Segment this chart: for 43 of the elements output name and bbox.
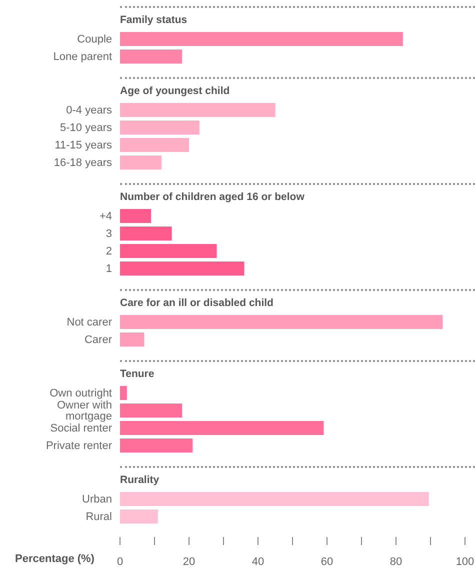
- bar: [120, 226, 172, 240]
- bar: [120, 244, 217, 258]
- y-tick-label: 5-10 years: [60, 122, 112, 134]
- bar: [120, 404, 182, 418]
- y-tick-label: 2: [106, 246, 112, 258]
- y-tick-label: Own outright: [50, 388, 112, 400]
- bar: [120, 209, 152, 223]
- x-tick-label: 60: [320, 556, 334, 568]
- x-tick-label: 40: [252, 556, 264, 568]
- y-tick-label: 16-18 years: [54, 157, 112, 170]
- y-tick-label: 1: [106, 263, 112, 276]
- x-tick-label: 80: [390, 556, 402, 568]
- bar: [120, 138, 189, 152]
- bar: [120, 156, 162, 170]
- bar: [120, 386, 127, 400]
- bar: [120, 421, 324, 435]
- y-tick-label: Rural: [86, 511, 112, 524]
- bar: [120, 120, 200, 134]
- chart-title: Family status: [120, 14, 188, 28]
- y-tick-label: Carer: [84, 334, 112, 346]
- x-axis-title: Percentage (%): [15, 553, 94, 565]
- bar: [120, 103, 276, 117]
- y-tick-label: +4: [99, 210, 112, 223]
- bar: [120, 262, 244, 276]
- bar: [120, 438, 192, 452]
- chart-title: Tenure: [120, 368, 156, 382]
- chart-title: Number of children aged 16 or below: [120, 191, 306, 205]
- y-tick-label: Lone parent: [53, 51, 112, 64]
- x-tick-label: 20: [182, 556, 196, 568]
- y-tick-label: Social renter: [50, 422, 112, 435]
- y-tick-label: Owner with mortgage: [56, 400, 112, 423]
- y-tick-label: Urban: [82, 494, 112, 506]
- chart-title: Rurality: [120, 474, 160, 488]
- y-tick-label: Couple: [77, 34, 112, 46]
- y-tick-label: Not carer: [66, 316, 112, 329]
- x-tick-label: 0: [116, 556, 124, 568]
- y-tick-label: Private renter: [46, 440, 112, 452]
- chart-title: Age of youngest child: [120, 85, 231, 99]
- y-tick-label: 11-15 years: [54, 140, 112, 152]
- y-tick-label: 0-4 years: [66, 104, 112, 117]
- y-tick-label: 3: [106, 228, 112, 240]
- x-tick-label: 100: [456, 556, 474, 568]
- chart-title: Care for an ill or disabled child: [120, 297, 274, 311]
